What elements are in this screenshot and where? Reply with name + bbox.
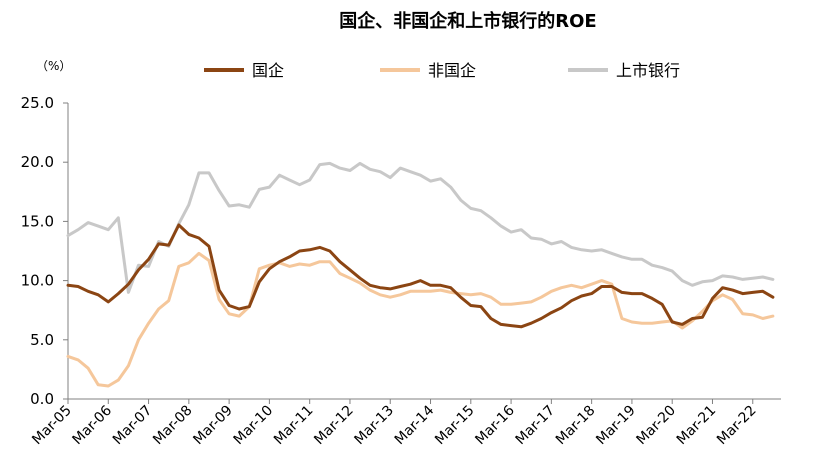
- axes: 0.0 5.0 10.0 15.0 20.0 25.0 Mar-05Mar-06Mar-07…: [21, 94, 781, 448]
- x-tick-label: Mar-13: [352, 403, 398, 449]
- x-tick-label: Mar-11: [271, 403, 317, 449]
- chart-title: 国企、非国企和上市银行的ROE: [339, 10, 596, 32]
- y-tick-label: 5.0: [30, 331, 54, 349]
- x-tick-label: Mar-12: [311, 403, 357, 449]
- series-lines: [66, 161, 775, 388]
- x-tick-label: Mar-15: [432, 403, 478, 449]
- x-tick-label: Mar-14: [392, 402, 438, 448]
- y-tick-label: 25.0: [21, 94, 54, 112]
- legend-label-banks: 上市银行: [616, 61, 680, 80]
- x-tick-label: Mar-18: [553, 403, 599, 449]
- x-tick-label: Mar-19: [593, 403, 639, 449]
- legend: 国企 非国企 上市银行: [204, 61, 680, 80]
- x-tick-label: Mar-09: [190, 403, 236, 449]
- legend-label-non-soe: 非国企: [428, 61, 476, 80]
- x-tick-label: Mar-16: [472, 402, 518, 448]
- x-tick-label: Mar-06: [70, 402, 116, 448]
- legend-label-soe: 国企: [252, 61, 284, 80]
- series-line-banks: [66, 161, 775, 294]
- x-tick-label: Mar-17: [513, 403, 559, 449]
- series-line-non-soe: [66, 251, 775, 388]
- x-tick-label: Mar-08: [150, 403, 196, 449]
- y-tick-label: 10.0: [21, 272, 54, 290]
- series-line-soe: [66, 223, 775, 329]
- x-tick-label: Mar-21: [674, 403, 720, 449]
- x-tick-label: Mar-20: [633, 403, 679, 449]
- x-tick-label: Mar-05: [29, 403, 75, 449]
- y-tick-label: 0.0: [30, 390, 54, 408]
- y-axis-unit: （%）: [36, 59, 71, 73]
- x-tick-label: Mar-22: [714, 403, 760, 449]
- x-tick-label: Mar-07: [110, 403, 156, 449]
- y-tick-label: 20.0: [21, 153, 54, 171]
- x-tick-label: Mar-10: [231, 403, 277, 449]
- y-tick-label: 15.0: [21, 212, 54, 230]
